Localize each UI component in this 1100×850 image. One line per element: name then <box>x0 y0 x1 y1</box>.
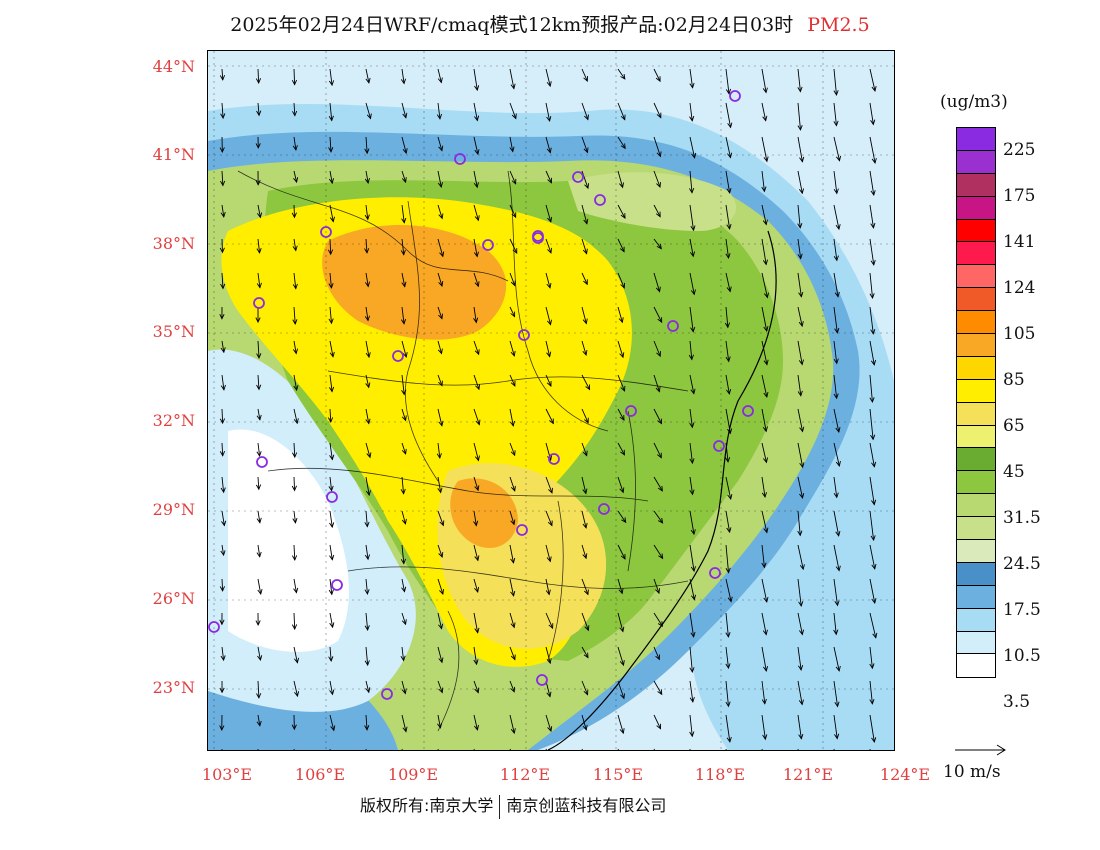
legend-swatch <box>957 334 995 357</box>
legend-swatch <box>957 448 995 472</box>
lat-label-41: 41°N <box>152 145 195 164</box>
vector-reference-arrow <box>955 744 1006 756</box>
city-marker <box>709 567 721 579</box>
legend-swatch <box>957 288 995 312</box>
legend-label: 225 <box>1003 140 1036 160</box>
legend-swatch <box>957 562 995 586</box>
city-marker <box>256 456 268 468</box>
city-marker <box>594 194 606 206</box>
lon-label-118: 118°E <box>694 765 746 784</box>
legend-swatch <box>957 471 995 495</box>
lon-label-124: 124°E <box>879 765 931 784</box>
lat-label-44: 44°N <box>152 57 195 76</box>
legend-swatch <box>957 219 995 243</box>
city-marker <box>742 405 754 417</box>
legend-label: 31.5 <box>1003 508 1041 528</box>
legend-swatch <box>957 242 995 266</box>
legend-swatch <box>957 379 995 403</box>
lon-label-103: 103°E <box>201 765 253 784</box>
pm25-map <box>207 50 895 751</box>
city-marker <box>729 90 741 102</box>
legend-swatch <box>957 402 995 426</box>
city-marker <box>713 440 725 452</box>
concentration-field <box>208 51 894 750</box>
city-marker <box>625 405 637 417</box>
legend-swatch <box>957 631 995 655</box>
city-marker <box>548 453 560 465</box>
city-marker <box>381 688 393 700</box>
wind-vectors <box>219 68 878 750</box>
legend-swatch <box>957 128 995 151</box>
lon-label-121: 121°E <box>782 765 834 784</box>
footer-separator <box>499 794 501 819</box>
legend-unit: (ug/m3) <box>940 92 1008 112</box>
legend-swatch <box>957 173 995 197</box>
legend-label: 105 <box>1003 324 1036 344</box>
copyright-text: 版权所有:南京大学 <box>360 796 494 815</box>
legend-label: 141 <box>1003 232 1036 252</box>
map-title: 2025年02月24日WRF/cmaq模式12km预报产品:02月24日03时 P… <box>0 10 1100 37</box>
city-marker <box>598 503 610 515</box>
lon-label-109: 109°E <box>387 765 439 784</box>
legend-swatch <box>957 654 995 678</box>
city-marker <box>667 320 679 332</box>
city-marker <box>532 232 544 244</box>
legend-label: 3.5 <box>1003 692 1031 712</box>
legend-swatch <box>957 356 995 380</box>
legend-label: 24.5 <box>1003 554 1041 574</box>
legend-swatch <box>957 585 995 609</box>
lat-label-23: 23°N <box>152 678 195 697</box>
city-marker <box>326 491 338 503</box>
legend-label: 65 <box>1003 416 1025 436</box>
lon-label-112: 112°E <box>499 765 551 784</box>
city-marker <box>518 329 530 341</box>
legend-swatch <box>957 150 995 174</box>
legend-label: 10.5 <box>1003 646 1041 666</box>
legend-swatch <box>957 608 995 632</box>
city-marker <box>208 621 220 633</box>
legend-swatch <box>957 311 995 335</box>
city-marker <box>516 524 528 536</box>
legend-swatch <box>957 425 995 449</box>
lat-label-26: 26°N <box>152 589 195 608</box>
legend-swatch <box>957 196 995 220</box>
legend-swatch <box>957 540 995 563</box>
city-marker <box>331 579 343 591</box>
title-text: 2025年02月24日WRF/cmaq模式12km预报产品:02月24日03时 <box>230 14 794 36</box>
lon-label-106: 106°E <box>294 765 346 784</box>
legend-label: 45 <box>1003 462 1025 482</box>
company-text: 南京创蓝科技有限公司 <box>506 796 667 815</box>
lat-label-35: 35°N <box>152 322 195 341</box>
lon-label-115: 115°E <box>592 765 644 784</box>
legend-swatch <box>957 517 995 541</box>
city-marker <box>482 239 494 251</box>
lat-label-38: 38°N <box>152 234 195 253</box>
city-marker <box>320 226 332 238</box>
legend-label: 85 <box>1003 370 1025 390</box>
color-legend <box>956 127 996 679</box>
species-label: PM2.5 <box>807 14 870 36</box>
legend-swatch <box>957 265 995 289</box>
legend-label: 124 <box>1003 278 1036 298</box>
city-marker <box>536 674 548 686</box>
city-marker <box>253 297 265 309</box>
lat-label-29: 29°N <box>152 500 195 519</box>
vector-reference-label: 10 m/s <box>943 762 1001 782</box>
city-marker <box>454 153 466 165</box>
city-marker <box>572 171 584 183</box>
city-markers <box>208 90 754 700</box>
legend-label: 175 <box>1003 186 1036 206</box>
copyright-footer: 版权所有:南京大学 南京创蓝科技有限公司 <box>360 792 666 819</box>
lat-label-32: 32°N <box>152 411 195 430</box>
city-marker <box>392 350 404 362</box>
legend-label: 17.5 <box>1003 600 1041 620</box>
legend-swatch <box>957 494 995 518</box>
